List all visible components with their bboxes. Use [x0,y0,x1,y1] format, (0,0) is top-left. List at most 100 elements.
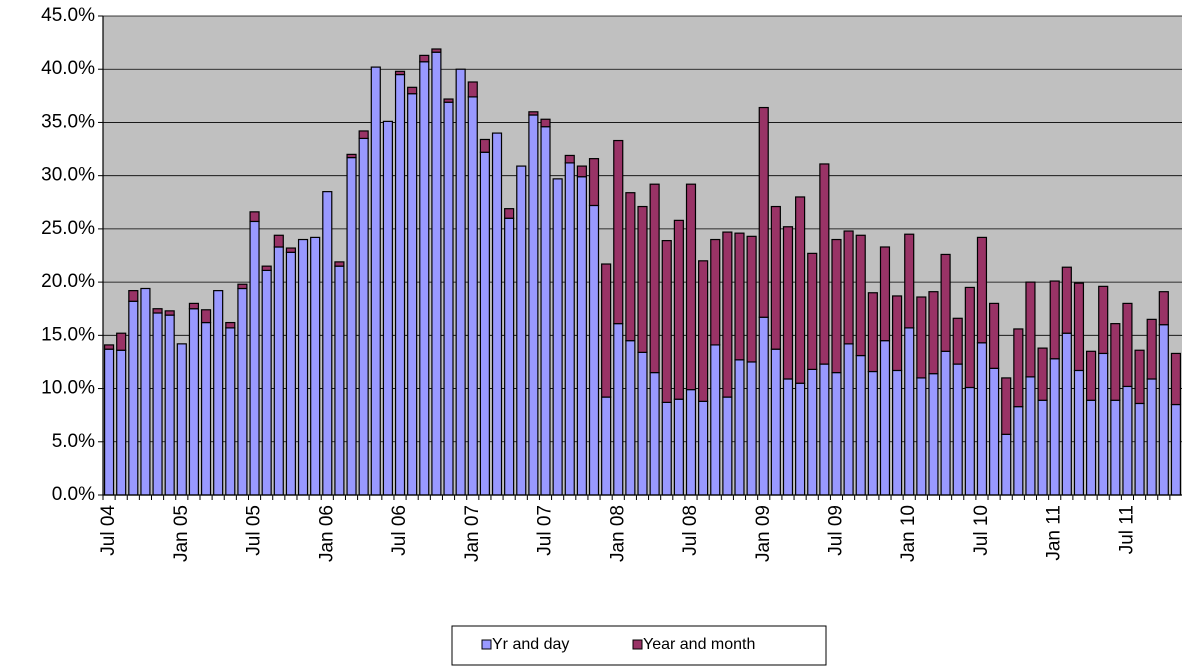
bar-segment [685,183,697,391]
bar-segment [601,263,612,398]
bar-segment [843,230,854,345]
bar-segment [601,396,612,496]
bar-segment [1098,285,1109,355]
bar-segment [661,401,672,496]
bar-segment [722,396,733,496]
bar-segment [407,86,418,95]
bar-segment [1037,347,1048,401]
bar-segment [734,359,745,496]
bar-segment [1001,377,1012,435]
bar-segment [394,70,406,76]
bar-segment [1085,350,1097,401]
bar-segment [855,234,866,357]
bar-segment [855,354,866,496]
bar-segment [613,323,624,496]
bar-segment [904,327,915,496]
bar-segment [455,68,466,496]
bar-segment [649,183,660,374]
bar-segment [188,308,200,496]
bar-segment [770,205,781,350]
bar-segment [116,332,127,351]
bar-segment [479,138,490,153]
bar-segment [819,163,830,365]
bar-segment [964,386,975,496]
bar-segment [200,309,212,324]
bar-segment [867,292,878,373]
bar-segment [540,126,551,496]
bar-segment [1134,402,1145,496]
bar-segment [467,81,478,98]
bar-segment [637,205,648,353]
bar-segment [322,191,333,496]
bar-segment [116,349,127,496]
bar-segment [285,251,297,496]
bar-segment [467,96,478,496]
bar-segment [443,98,454,103]
bar-segment [394,73,406,496]
bar-segment [516,165,527,496]
bar-segment [564,162,575,496]
bar-segment [1170,403,1182,496]
y-tick-label: 40.0% [41,58,95,79]
bar-segment [964,286,975,389]
bar-segment [164,310,175,316]
x-tick-label: Jan 11 [1044,505,1065,561]
bar-segment [625,340,636,496]
bar-segment [346,156,357,496]
bar-segment [770,348,781,496]
y-tick-label: 10.0% [41,378,95,399]
y-tick-label: 25.0% [41,218,95,239]
bar-segment [698,260,709,402]
bar-segment [673,398,684,496]
bar-segment [528,114,539,496]
legend: Yr and day Year and month [451,625,827,666]
y-tick-label: 20.0% [41,271,95,292]
bar-segment [988,367,1000,496]
bar-segment [795,382,806,496]
bar-segment [988,302,1000,369]
bar-segment [1134,349,1145,405]
bar-segment [1025,281,1036,378]
bar-segment [1001,433,1012,496]
bar-segment [758,316,769,496]
bar-segment [831,371,842,496]
bar-segment [103,348,115,496]
bar-segment [1061,332,1072,496]
bar-segment [916,296,927,379]
x-tick-label: Jan 09 [753,505,774,562]
bar-segment [831,238,842,374]
x-tick-label: Jul 08 [680,505,701,556]
bar-segment [1158,291,1169,326]
bar-segment [1146,378,1157,496]
bar-segment [479,151,490,496]
bar-segment [673,219,684,400]
bar-segment [1073,369,1085,496]
bar-segment [346,153,357,159]
bar-segment [637,351,648,496]
bar-segment [795,196,806,384]
y-tick-label: 45.0% [41,5,95,26]
bar-segment [625,192,636,342]
bar-segment [952,363,963,496]
bar-segment [576,165,587,178]
bar-segment [431,48,442,53]
bar-segment [1025,376,1036,496]
bar-segment [1122,302,1133,388]
bar-segment [407,93,418,496]
bar-segment [249,211,260,223]
bar-segment [1158,324,1169,496]
bar-segment [285,247,297,253]
bar-segment [261,265,272,272]
bar-segment [758,106,769,318]
bar-segment [1098,352,1109,496]
bar-segment [746,235,757,363]
bar-segment [443,101,454,496]
bar-segment [1122,385,1133,496]
bar-segment [661,239,672,403]
bar-segment [200,321,212,496]
x-tick-label: Jul 07 [535,505,556,556]
bar-segment [1110,323,1121,401]
bar-segment [431,51,442,496]
bar-segment [273,246,284,496]
